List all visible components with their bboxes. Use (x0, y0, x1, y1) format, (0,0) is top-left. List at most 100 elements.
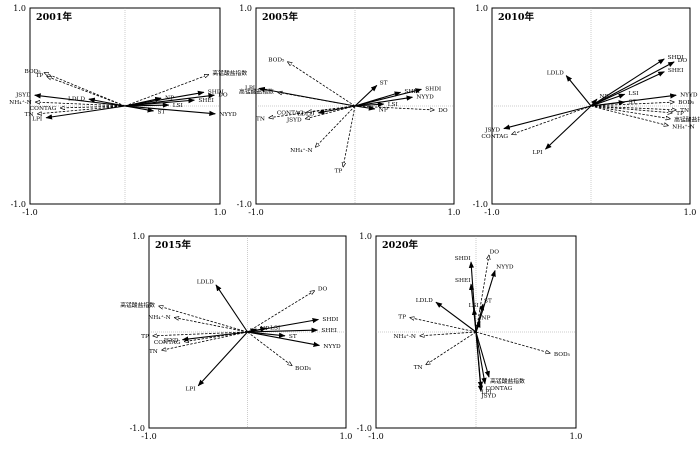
dashed-arrow-BOD₅ (44, 73, 126, 107)
dashed-arrow-高锰酸盐指数 (124, 75, 209, 107)
y-tick-label: -1.0 (11, 200, 26, 209)
solid-arrow-SHDI (247, 317, 320, 333)
y-tick-label: 1.0 (475, 4, 488, 13)
arrow-label: BOD₅ (678, 100, 695, 106)
arrow-label: DO (438, 108, 448, 114)
arrow-label: TN (680, 108, 689, 114)
solid-arrow-JSYD (503, 105, 592, 130)
x-tick-label: 1.0 (570, 432, 583, 441)
arrow-label: SHEI (455, 278, 471, 284)
solid-arrow-SHDI (590, 58, 665, 107)
dashed-arrow-CONTAG (60, 106, 126, 108)
arrow-label: LPI (481, 390, 491, 396)
solid-arrow-LSI (124, 102, 170, 108)
dashed-arrow-高锰酸盐指数 (159, 306, 248, 333)
arrow-label: 高锰酸盐指数 (490, 377, 525, 385)
solid-arrow-SHEI (590, 71, 665, 107)
arrow-label: LDLD (197, 280, 214, 286)
solid-arrow-LSI (590, 93, 626, 107)
arrow-label: LSI (270, 325, 280, 331)
dashed-arrow-DO (475, 255, 489, 333)
arrow-label: ST (289, 334, 297, 340)
dashed-arrow-TN (426, 331, 477, 365)
dashed-arrow-JSYD (306, 105, 356, 119)
arrow-label: LSI (388, 102, 398, 108)
dashed-arrow-BOD₅ (475, 331, 550, 353)
panel-3: 2015年 -1.0 1.0 1.0 -1.0 DO 高锰酸盐指数 NH₄⁺-N TP CONTA… (120, 232, 352, 441)
dashed-arrow-高锰酸盐指数 (590, 105, 670, 119)
arrow-label: LDLD (547, 71, 564, 77)
arrow-label: LDLD (297, 112, 314, 118)
arrow-label: JSYD (163, 338, 179, 344)
arrow-label: NH₄⁺-N (148, 315, 171, 321)
dashed-arrow-DO (247, 291, 315, 333)
solid-arrow-LDLD (565, 75, 592, 107)
y-tick-label: 1.0 (132, 232, 145, 241)
dashed-arrow-TP (47, 77, 126, 107)
solid-arrow-NP (124, 96, 162, 107)
arrow-label: LSI (469, 303, 479, 309)
solid-arrow-LPI (45, 105, 126, 120)
solid-arrow-NP (354, 105, 376, 111)
solid-arrow-SHEI (247, 327, 319, 333)
solid-arrow-LDLD (435, 301, 477, 333)
x-tick-label: 1.0 (448, 208, 461, 217)
y-tick-label: 1.0 (359, 232, 372, 241)
arrow-label: ST (380, 81, 388, 87)
arrow-label: NP (165, 95, 174, 101)
arrow-label: CONTAG (277, 110, 304, 116)
panel-title: 2001年 (36, 11, 72, 23)
solid-arrow-LDLD (215, 284, 248, 333)
solid-arrow-LPI (544, 105, 592, 150)
arrow-label: LPI (32, 116, 42, 122)
panel-title: 2010年 (498, 11, 534, 23)
solid-arrow-NYYD (247, 331, 321, 347)
panel-2: 2010年 -1.0 1.0 1.0 -1.0 BOD₅ TNTP高锰酸盐指数 NH₄⁺-N C… (473, 4, 700, 217)
arrow-label: DO (318, 287, 328, 293)
arrow-label: SHEI (668, 68, 684, 74)
arrow-label: LDLD (68, 96, 85, 102)
arrow-label: TN (256, 116, 265, 122)
arrow-label: SHEI (198, 98, 214, 104)
y-tick-label: -1.0 (130, 424, 145, 433)
arrow-label: JSYD (480, 394, 496, 400)
dashed-arrow-TP (343, 105, 356, 167)
solid-arrow-SHEI (124, 97, 196, 107)
arrow-label: 高锰酸盐指数 (120, 301, 155, 309)
arrow-label: NH₄⁺-N (672, 125, 695, 131)
arrow-label: 高锰酸盐指数 (674, 115, 700, 123)
x-tick-label: 1.0 (214, 208, 227, 217)
arrow-label: TP (141, 334, 149, 340)
arrow-label: TN (25, 112, 34, 118)
dashed-arrow-CONTAG (512, 105, 592, 134)
solid-arrow-LSI (354, 101, 385, 108)
arrow-label: 高锰酸盐指数 (212, 69, 247, 77)
arrow-label: BOD₅ (24, 69, 41, 75)
panel-title: 2015年 (155, 239, 191, 251)
x-tick-label: -1.0 (368, 432, 383, 441)
arrow-label: SHDI (322, 317, 338, 323)
arrow-label: CONTAG (30, 106, 57, 112)
solid-arrow-SHDI (124, 90, 205, 107)
y-tick-label: 1.0 (239, 4, 252, 13)
solid-arrow-ST (590, 100, 626, 107)
x-tick-label: -1.0 (484, 208, 499, 217)
dashed-arrow-BOD₅ (590, 102, 674, 107)
dashed-arrow-TN (590, 105, 676, 110)
arrow-label: NH₄⁺-N (290, 148, 313, 154)
arrow-label: JSYD (15, 93, 31, 99)
arrow-label: JSYD (484, 128, 500, 134)
dashed-arrow-NH₄⁺-N (590, 105, 668, 126)
arrow-label: CONTAG (486, 386, 513, 392)
arrow-label: NYYD (680, 93, 698, 99)
solid-arrow-NYYD (124, 105, 216, 116)
arrow-label: SHDI (425, 86, 441, 92)
dashed-arrow-TN (38, 105, 126, 114)
x-tick-label: -1.0 (22, 208, 37, 217)
arrow-label: TN (149, 349, 158, 355)
x-tick-label: -1.0 (248, 208, 263, 217)
solid-arrow-NP (475, 320, 481, 333)
solid-arrow-LDLD (88, 97, 126, 107)
solid-arrow-DO (590, 61, 675, 107)
dashed-arrow-BOD₅ (247, 331, 292, 366)
